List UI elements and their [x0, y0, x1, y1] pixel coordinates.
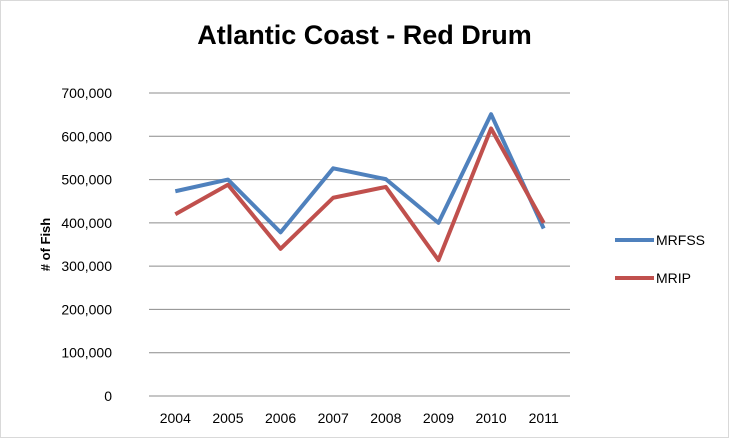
x-tick-label: 2005	[212, 410, 243, 426]
y-tick-label: 0	[104, 388, 112, 404]
gridlines	[149, 92, 570, 354]
legend: MRFSS MRIP	[615, 232, 705, 286]
y-tick-label: 700,000	[61, 85, 112, 101]
x-tick-label: 2007	[318, 410, 349, 426]
x-tick-label: 2011	[529, 410, 559, 426]
series-lines	[174, 112, 546, 263]
x-tick-label: 2004	[160, 410, 191, 426]
chart-title: Atlantic Coast - Red Drum	[197, 20, 532, 50]
y-tick-label: 500,000	[61, 172, 112, 188]
x-axis-tick-labels: 2004 2005 2006 2007 2008 2009 2010 2011	[160, 410, 559, 426]
y-tick-label: 600,000	[61, 128, 112, 144]
legend-label-mrip: MRIP	[656, 270, 691, 286]
y-axis-label: # of Fish	[38, 218, 53, 272]
y-axis-tick-labels: 0 100,000 200,000 300,000 400,000 500,000 600,…	[61, 85, 112, 404]
y-tick-label: 300,000	[61, 258, 112, 274]
y-tick-label: 100,000	[61, 345, 112, 361]
series-line-mrfss	[174, 112, 546, 235]
x-tick-label: 2008	[370, 410, 401, 426]
series-line-mrip	[174, 126, 546, 263]
x-tick-label: 2009	[423, 410, 454, 426]
y-tick-label: 400,000	[61, 215, 112, 231]
x-tick-label: 2006	[265, 410, 296, 426]
x-tick-label: 2010	[475, 410, 506, 426]
legend-label-mrfss: MRFSS	[656, 232, 705, 248]
y-tick-label: 200,000	[61, 301, 112, 317]
